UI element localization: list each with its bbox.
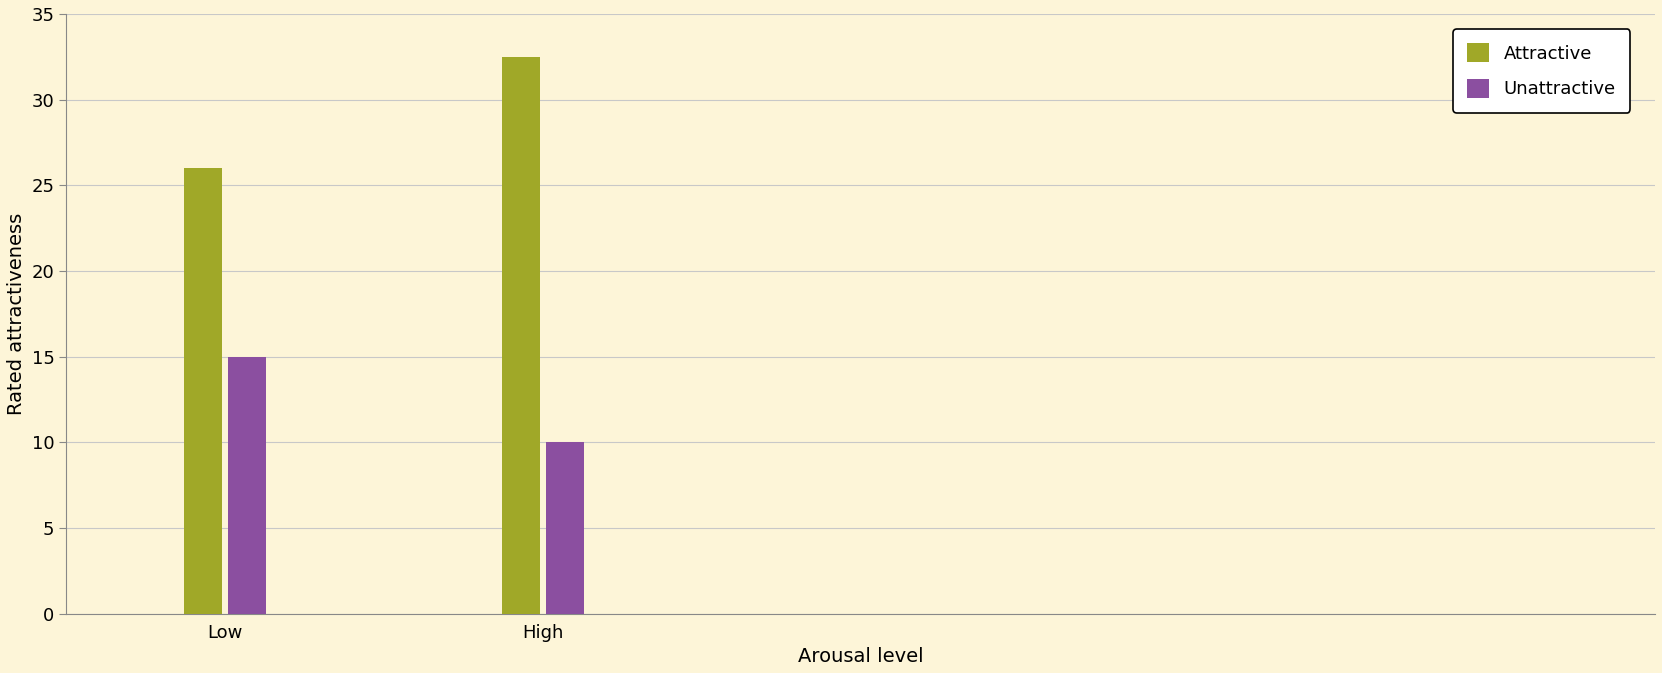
Bar	[228, 357, 266, 614]
Bar	[184, 168, 223, 614]
Legend: Attractive, Unattractive: Attractive, Unattractive	[1453, 29, 1630, 113]
Y-axis label: Rated attractiveness: Rated attractiveness	[7, 213, 27, 415]
Bar	[502, 57, 540, 614]
Bar	[547, 442, 585, 614]
X-axis label: Arousal level: Arousal level	[798, 647, 924, 666]
